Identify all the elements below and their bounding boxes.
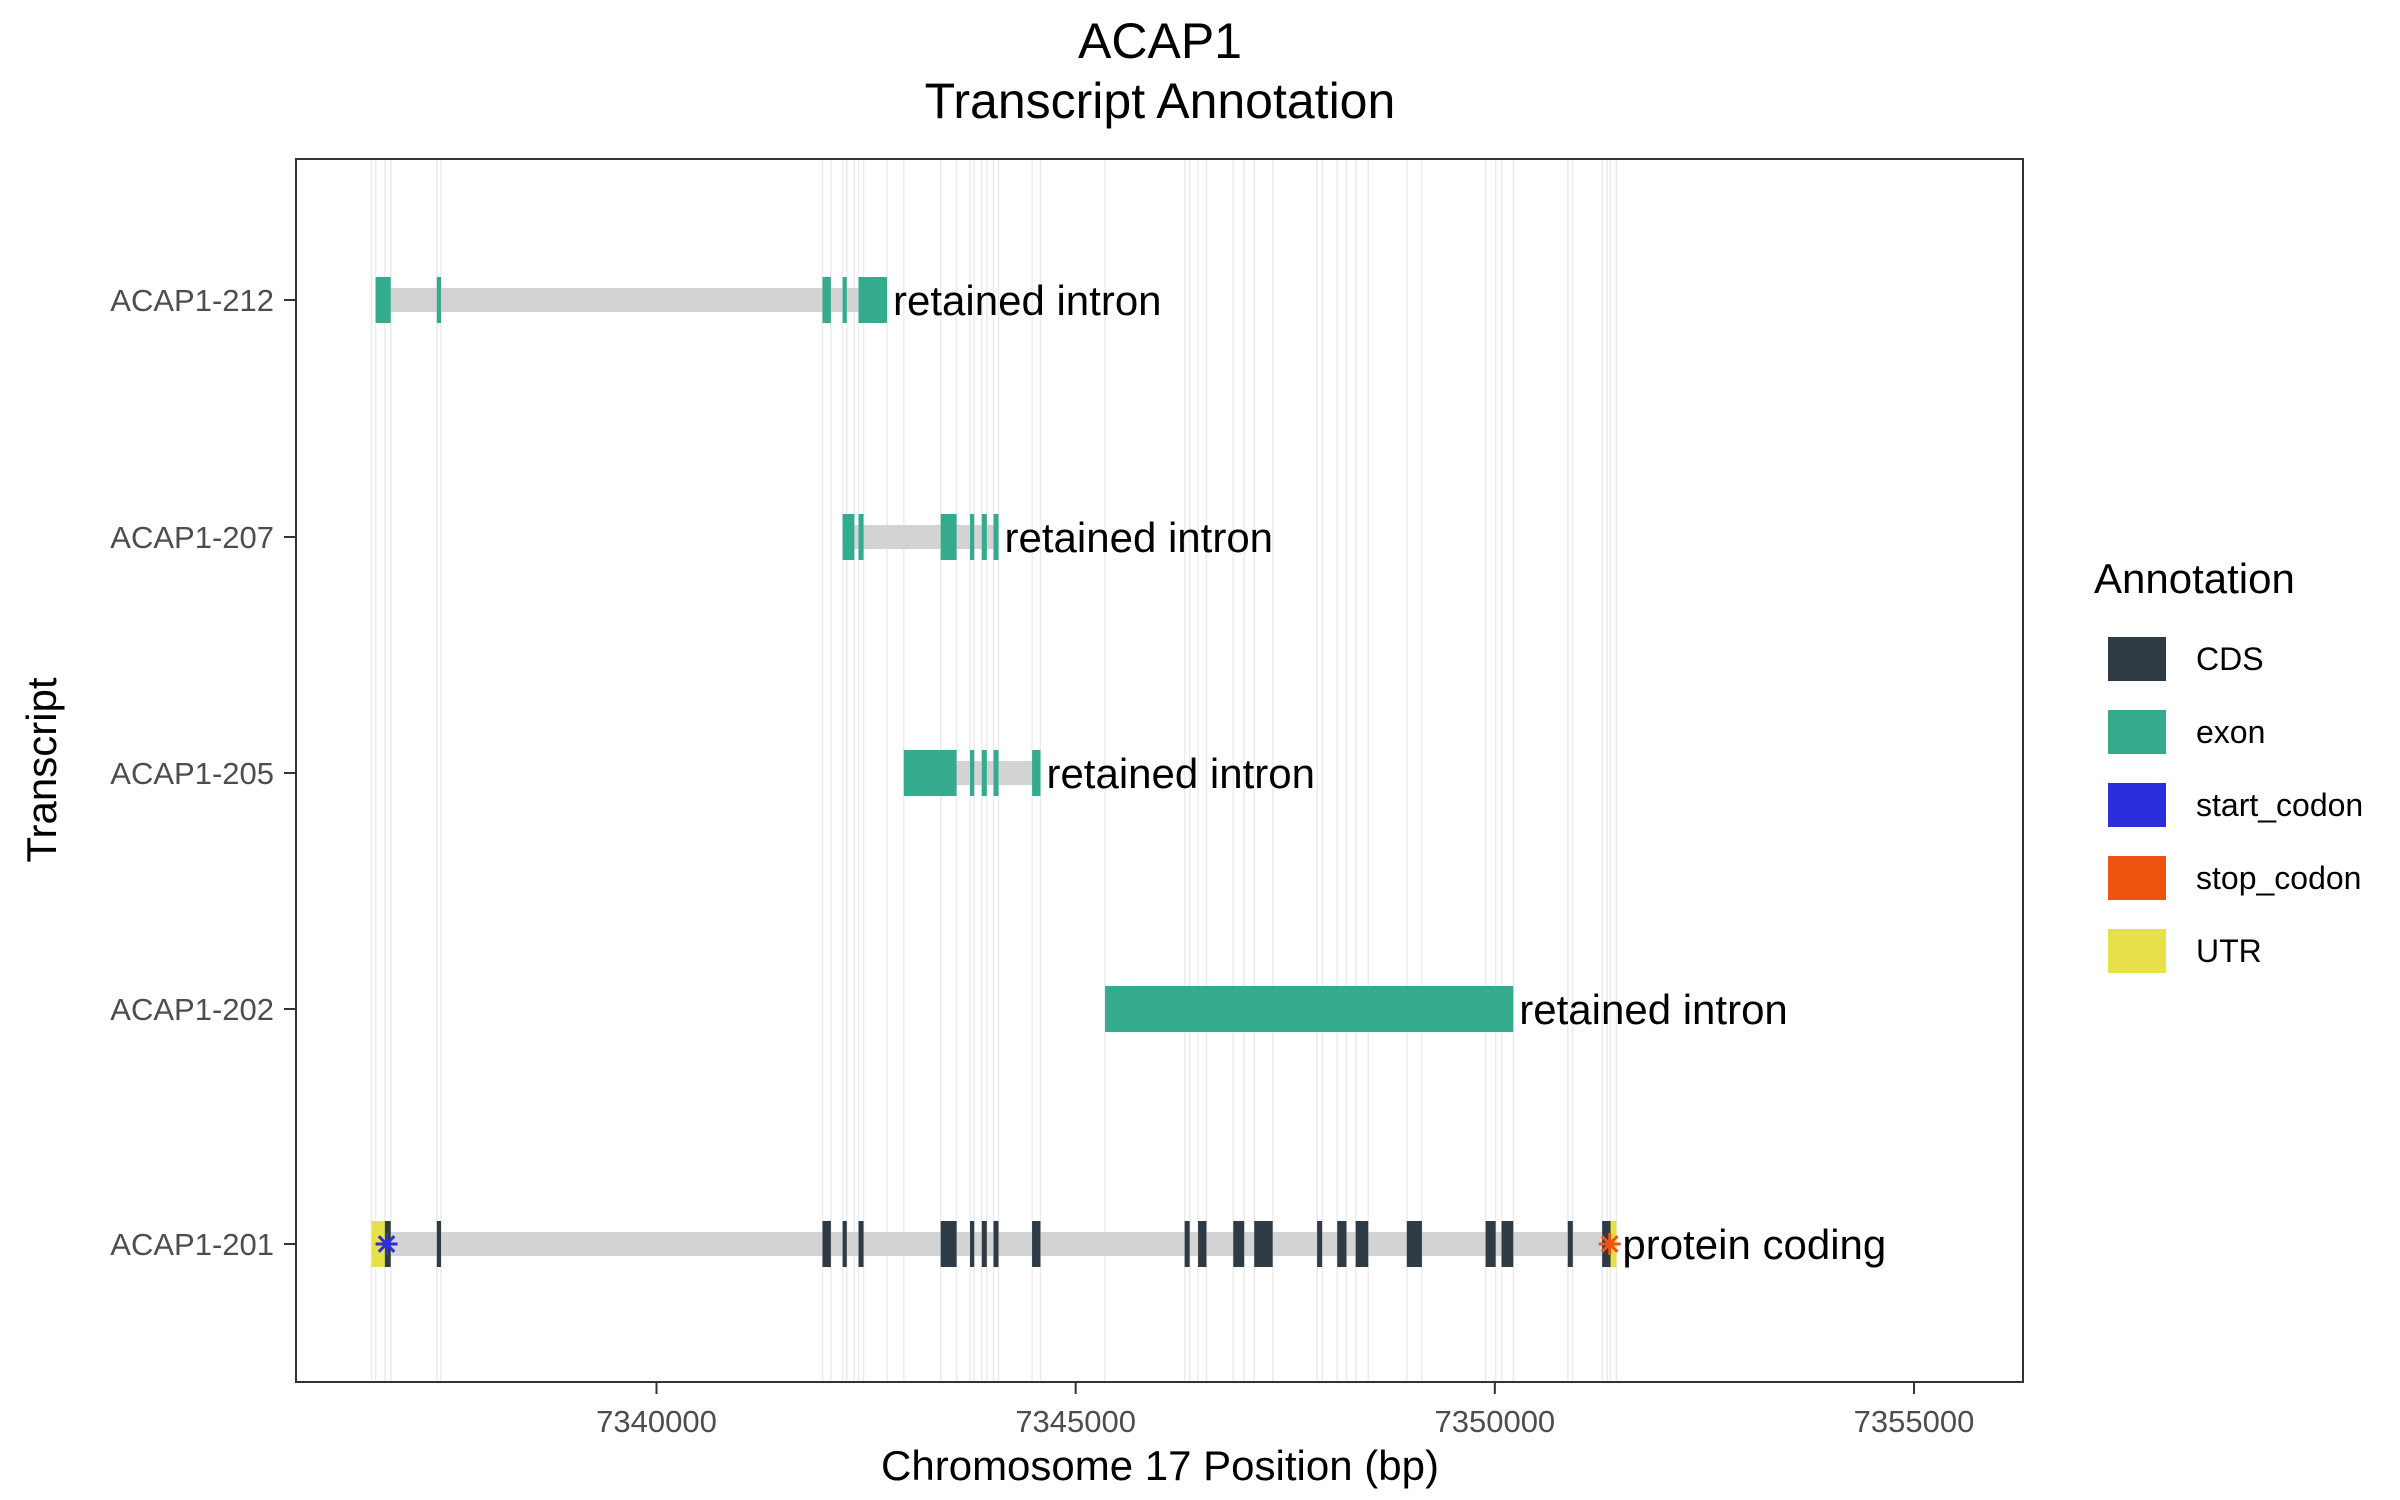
cds-segment (1032, 1221, 1041, 1267)
x-tick-label: 7345000 (1015, 1404, 1136, 1439)
cds-segment (436, 1221, 442, 1267)
cds-segment (858, 1221, 864, 1267)
y-axis: ACAP1-212 ACAP1-207 ACAP1-205 ACAP1-202 ACAP… (110, 283, 296, 1262)
legend-swatch (2108, 856, 2166, 900)
legend-label: CDS (2196, 641, 2264, 677)
cds-segment (1406, 1221, 1422, 1267)
y-tick-label: ACAP1-205 (110, 756, 274, 791)
stop-codon-marker (1598, 1233, 1621, 1255)
exon-segment (858, 277, 888, 323)
exon-segment (940, 514, 957, 560)
cds-segment (842, 1221, 847, 1267)
transcript-track: retained intron (1105, 986, 1788, 1033)
exon-segment (993, 514, 999, 560)
legend-swatch (2108, 783, 2166, 827)
legend-swatch (2108, 637, 2166, 681)
exon-segment (822, 277, 831, 323)
legend-items: CDS exon start_codon stop_codon UTR (2108, 637, 2363, 973)
y-tick-label: ACAP1-201 (110, 1227, 274, 1262)
cds-segment (981, 1221, 987, 1267)
y-tick-label: ACAP1-207 (110, 520, 274, 555)
exon-segment (903, 750, 957, 796)
legend-label: start_codon (2196, 787, 2363, 823)
y-tick-label: ACAP1-202 (110, 992, 274, 1027)
cds-segment (993, 1221, 999, 1267)
exon-segment (375, 277, 391, 323)
legend-swatch (2108, 929, 2166, 973)
exon-segment (981, 514, 987, 560)
cds-segment (1317, 1221, 1323, 1267)
transcript-track: retained intron (903, 750, 1315, 797)
cds-segment (1355, 1221, 1369, 1267)
cds-segment (1337, 1221, 1347, 1267)
exon-segment (842, 277, 847, 323)
chart-title: ACAP1 (1078, 13, 1242, 69)
chart-subtitle: Transcript Annotation (925, 73, 1396, 129)
x-tick-label: 7355000 (1854, 1404, 1975, 1439)
cds-segment (1567, 1221, 1573, 1267)
cds-segment (822, 1221, 831, 1267)
x-axis-title: Chromosome 17 Position (bp) (881, 1442, 1439, 1489)
cds-segment (970, 1221, 975, 1267)
cds-segment (940, 1221, 957, 1267)
intron-bar (375, 288, 888, 312)
plot-panel-border (295, 158, 2024, 1383)
biotype-label: protein coding (1622, 1221, 1886, 1268)
biotype-label: retained intron (1519, 986, 1788, 1033)
biotype-label: retained intron (1046, 750, 1315, 797)
transcript-track: retained intron (375, 277, 1162, 324)
exon-segment (970, 750, 975, 796)
transcript-track: retained intron (842, 514, 1274, 561)
biotype-label: retained intron (893, 277, 1162, 324)
exon-segment (1032, 750, 1041, 796)
intron-bar (842, 525, 999, 549)
exon-segment (858, 514, 864, 560)
exon-segment (993, 750, 999, 796)
y-tick-label: ACAP1-212 (110, 283, 274, 318)
legend-label: stop_codon (2196, 860, 2361, 896)
exon-segment (1105, 986, 1514, 1032)
cds-segment (1485, 1221, 1496, 1267)
cds-segment (1198, 1221, 1207, 1267)
exon-segment (970, 514, 975, 560)
plot-area: retained intron retained intron retained i… (295, 158, 2024, 1383)
x-tick-label: 7340000 (596, 1404, 717, 1439)
exon-segment (842, 514, 855, 560)
transcript-tracks: retained intron retained intron retained i… (371, 277, 1886, 1268)
legend-swatch (2108, 710, 2166, 754)
transcript-track: protein coding (371, 1221, 1886, 1268)
biotype-label: retained intron (1005, 514, 1274, 561)
y-axis-title: Transcript (18, 677, 65, 862)
exon-segment (436, 277, 442, 323)
cds-segment (1254, 1221, 1273, 1267)
cds-segment (1233, 1221, 1245, 1267)
x-axis: 7340000 7345000 7350000 7355000 (596, 1382, 1974, 1439)
cds-segment (1501, 1221, 1514, 1267)
start-codon-marker (375, 1233, 398, 1255)
legend-label: UTR (2196, 933, 2262, 969)
legend-label: exon (2196, 714, 2265, 750)
exon-segment (981, 750, 987, 796)
cds-segment (1184, 1221, 1190, 1267)
legend: Annotation CDS exon start_codon stop_codon U… (2094, 555, 2363, 973)
x-tick-label: 7350000 (1434, 1404, 1555, 1439)
legend-title: Annotation (2094, 555, 2295, 602)
